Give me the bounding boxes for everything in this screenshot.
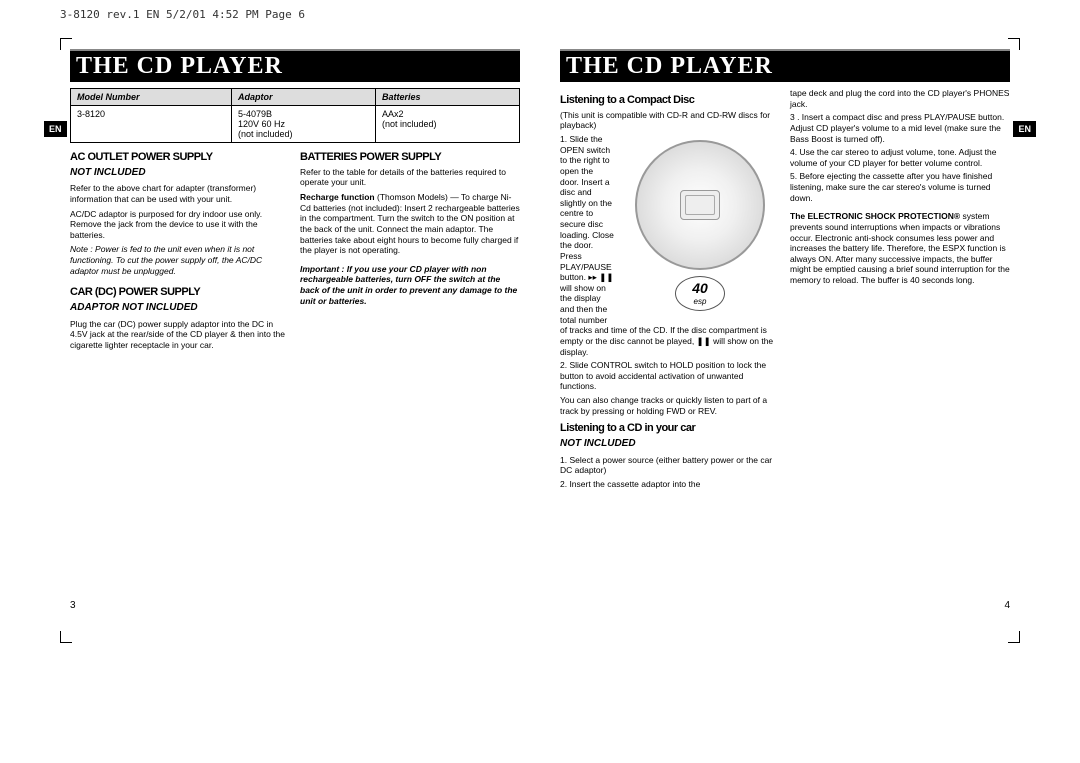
cd-illustration-container: 40 esp [620, 134, 780, 317]
body-text: tape deck and plug the cord into the CD … [790, 88, 1010, 109]
column-left: Listening to a Compact Disc (This unit i… [560, 88, 780, 492]
column-right: tape deck and plug the cord into the CD … [790, 88, 1010, 492]
print-meta-header: 3-8120 rev.1 EN 5/2/01 4:52 PM Page 6 [0, 0, 1080, 29]
body-text: 4. Use the car stereo to adjust volume, … [790, 147, 1010, 168]
body-text: Plug the car (DC) power supply adaptor i… [70, 319, 290, 351]
table-cell: AAx2 (not included) [375, 106, 519, 143]
section-subheading: NOT INCLUDED [70, 167, 290, 180]
esp-number: 40 [676, 280, 724, 298]
page-title: THE CD PLAYER [560, 49, 1010, 82]
body-note: (This unit is compatible with CD-R and C… [560, 110, 780, 131]
page-right: EN THE CD PLAYER Listening to a Compact … [560, 49, 1010, 609]
page-title: THE CD PLAYER [70, 49, 520, 82]
body-text: Refer to the above chart for adapter (tr… [70, 183, 290, 204]
inline-text: system prevents sound interruptions when… [790, 211, 1010, 285]
column-left: AC OUTLET POWER SUPPLY NOT INCLUDED Refe… [70, 151, 290, 354]
table-header: Adaptor [231, 89, 375, 106]
body-text: 1. Select a power source (either battery… [560, 455, 780, 476]
body-text: 2. Insert the cassette adaptor into the [560, 479, 780, 490]
inline-bold: Recharge function [300, 192, 375, 202]
inline-bold: The ELECTRONIC SHOCK PROTECTION® [790, 211, 960, 221]
table-header: Model Number [71, 89, 232, 106]
esp-badge: 40 esp [675, 276, 725, 311]
section-subheading: NOT INCLUDED [560, 438, 780, 451]
body-text: Recharge function (Thomson Models) — To … [300, 192, 520, 256]
body-text: 2. Slide CONTROL switch to HOLD position… [560, 360, 780, 392]
column-right: BATTERIES POWER SUPPLY Refer to the tabl… [300, 151, 520, 354]
table-header: Batteries [375, 89, 519, 106]
cropmark [60, 631, 72, 643]
body-text: AC/DC adaptor is purposed for dry indoor… [70, 209, 290, 241]
page-spread: EN THE CD PLAYER Model Number Adaptor Ba… [70, 49, 1010, 609]
body-columns: AC OUTLET POWER SUPPLY NOT INCLUDED Refe… [70, 151, 520, 354]
language-tab: EN [1013, 121, 1036, 137]
body-text: You can also change tracks or quickly li… [560, 395, 780, 416]
spec-table: Model Number Adaptor Batteries 3-8120 5-… [70, 88, 520, 143]
page-number: 4 [1004, 600, 1010, 611]
cropmark [1008, 631, 1020, 643]
section-heading: BATTERIES POWER SUPPLY [300, 151, 520, 165]
body-content: Listening to a Compact Disc (This unit i… [560, 88, 1010, 492]
body-text: Refer to the table for details of the ba… [300, 167, 520, 188]
body-text: 3 . Insert a compact disc and press PLAY… [790, 112, 1010, 144]
section-subheading: ADAPTOR NOT INCLUDED [70, 302, 290, 315]
section-heading: Listening to a CD in your car [560, 422, 780, 436]
table-cell: 5-4079B 120V 60 Hz (not included) [231, 106, 375, 143]
body-important: Important : If you use your CD player wi… [300, 264, 520, 307]
body-note: Note : Power is fed to the unit even whe… [70, 244, 290, 276]
table-cell: 3-8120 [71, 106, 232, 143]
body-text: 5. Before ejecting the cassette after yo… [790, 171, 1010, 203]
section-heading: Listening to a Compact Disc [560, 94, 780, 108]
page-number: 3 [70, 600, 76, 611]
cd-player-illustration [635, 140, 765, 270]
section-heading: AC OUTLET POWER SUPPLY [70, 151, 290, 165]
section-heading: CAR (DC) POWER SUPPLY [70, 286, 290, 300]
language-tab: EN [44, 121, 67, 137]
body-text: The ELECTRONIC SHOCK PROTECTION® system … [790, 211, 1010, 285]
page-left: EN THE CD PLAYER Model Number Adaptor Ba… [70, 49, 520, 609]
cd-display-icon [680, 190, 720, 220]
esp-label: esp [676, 297, 724, 307]
